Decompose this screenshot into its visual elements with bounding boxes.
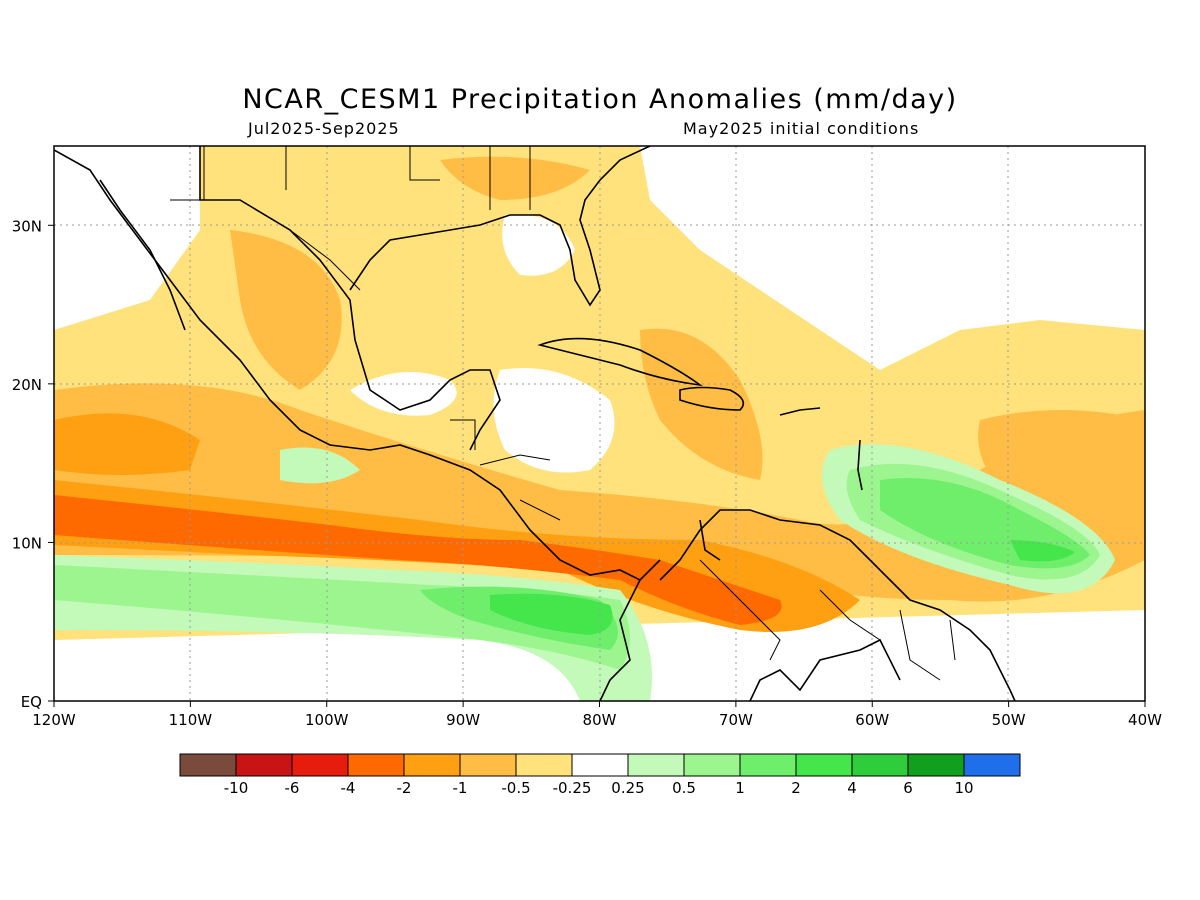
field-atlantic-white	[640, 146, 1145, 370]
field-gulfcoast-lightorange	[440, 156, 590, 200]
y-tick-label: 10N	[12, 534, 42, 552]
colorbar-swatch	[403, 753, 461, 777]
colorbar-label: -4	[341, 779, 356, 797]
colorbar-swatch	[291, 753, 349, 777]
x-tick-label: 110W	[169, 711, 213, 729]
x-tick-label: 50W	[992, 711, 1026, 729]
field-pacific-nw-white	[54, 146, 200, 330]
colorbar-label: 4	[847, 779, 857, 797]
field-orange-west	[54, 413, 200, 475]
colorbar-label: 10	[954, 779, 973, 797]
x-tick-label: 120W	[32, 711, 76, 729]
colorbar-swatch	[907, 753, 965, 777]
y-tick-label: EQ	[21, 693, 42, 711]
x-tick-label: 100W	[305, 711, 349, 729]
x-tick-label: 40W	[1128, 711, 1162, 729]
colorbar-swatch	[459, 753, 517, 777]
grid-lines	[54, 146, 1145, 701]
colorbar-swatch	[851, 753, 909, 777]
colorbar-swatch	[739, 753, 797, 777]
colorbar-label: -0.5	[501, 779, 530, 797]
colorbar-label: 0.5	[672, 779, 696, 797]
anomaly-field	[54, 146, 1145, 701]
colorbar-label: 2	[791, 779, 801, 797]
x-axis: 120W 110W 100W 90W 80W 70W 60W 50W 40W	[32, 701, 1162, 729]
colorbar-label: 1	[735, 779, 745, 797]
colorbar-swatch	[571, 753, 629, 777]
colorbar-label: -6	[285, 779, 300, 797]
colorbar-label: 0.25	[611, 779, 644, 797]
field-caribbean-white	[493, 368, 615, 473]
x-tick-label: 60W	[855, 711, 889, 729]
colorbar-label: 6	[903, 779, 913, 797]
x-tick-label: 80W	[583, 711, 617, 729]
field-lightgreen-mexico	[280, 447, 360, 484]
y-axis: EQ 10N 20N 30N	[12, 217, 54, 711]
field-brightgreen-atlantic	[1010, 540, 1075, 562]
colorbar-swatch	[627, 753, 685, 777]
field-darkorange-band	[54, 495, 782, 625]
borders	[170, 146, 956, 681]
y-tick-label: 30N	[12, 217, 42, 235]
colorbar-label: -0.25	[553, 779, 592, 797]
map-title: NCAR_CESM1 Precipitation Anomalies (mm/d…	[242, 84, 958, 115]
colorbar-swatch	[683, 753, 741, 777]
field-florida-white	[502, 214, 575, 276]
y-tick-label: 20N	[12, 376, 42, 394]
coastlines	[54, 146, 1016, 701]
x-tick-label: 70W	[719, 711, 753, 729]
colorbar-swatch	[179, 753, 237, 777]
colorbar-swatch	[963, 753, 1021, 777]
colorbar-label: -10	[224, 779, 249, 797]
colorbar-swatch	[515, 753, 573, 777]
field-campeche-white	[350, 372, 457, 416]
x-tick-label: 90W	[446, 711, 480, 729]
colorbar-label: -1	[453, 779, 468, 797]
colorbar-swatch	[235, 753, 293, 777]
colorbar: -10 -6 -4 -2 -1 -0.5 -0.25 0.25 0.5 1 2 4 6 10	[179, 753, 1021, 797]
init-label: May2025 initial conditions	[683, 119, 920, 138]
field-brightgreen-pacific	[490, 593, 613, 635]
colorbar-swatch	[795, 753, 853, 777]
colorbar-swatch	[347, 753, 405, 777]
colorbar-label: -2	[397, 779, 412, 797]
period-label: Jul2025-Sep2025	[248, 119, 400, 138]
field-mexico-lightorange	[230, 230, 342, 390]
